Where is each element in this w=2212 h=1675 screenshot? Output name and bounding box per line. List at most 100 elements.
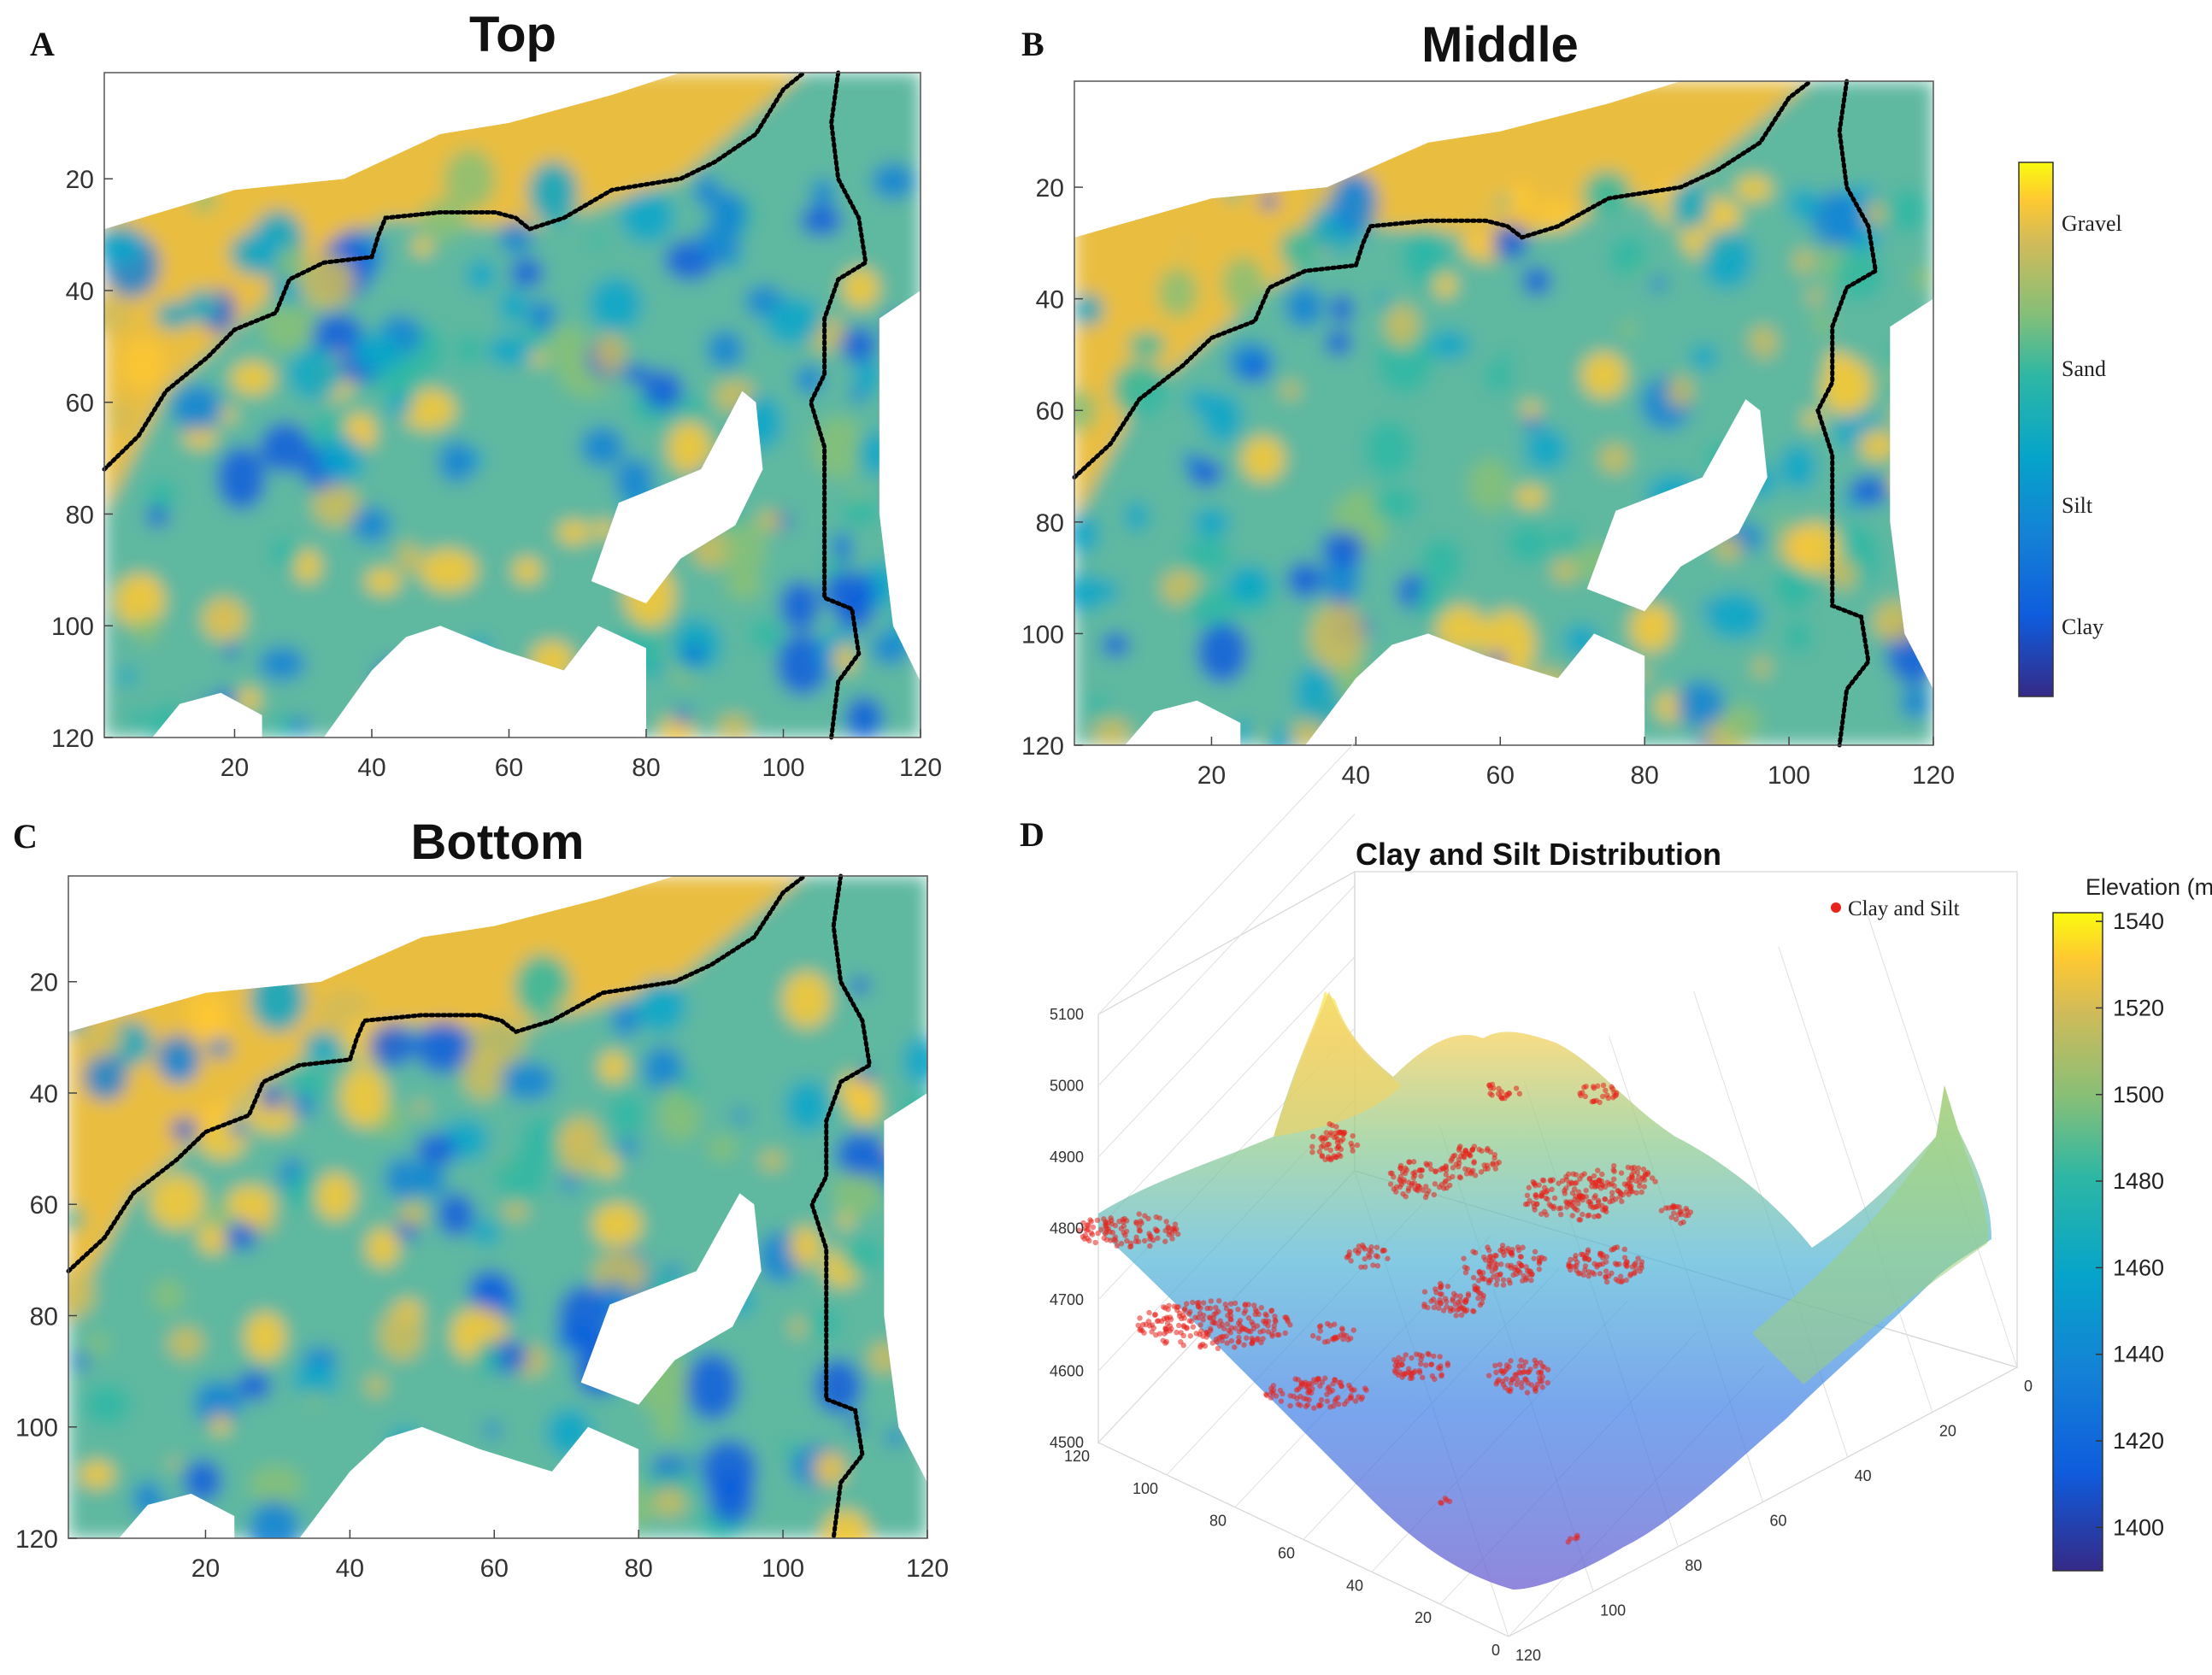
clay-silt-point xyxy=(1333,1124,1339,1130)
clay-silt-point xyxy=(1241,1342,1247,1348)
x-tick-label: 100 xyxy=(762,754,804,782)
clay-silt-point xyxy=(1306,1389,1312,1395)
clay-silt-point xyxy=(1197,1322,1203,1328)
clay-silt-point xyxy=(1518,1261,1524,1268)
z-tick-label: 4600 xyxy=(1050,1363,1084,1380)
clay-silt-point xyxy=(1200,1300,1207,1306)
clay-silt-point xyxy=(1457,1143,1463,1149)
clay-silt-point xyxy=(1520,1244,1526,1250)
clay-silt-point xyxy=(1603,1205,1609,1211)
x3d-tick-label: 80 xyxy=(1685,1557,1702,1574)
clay-silt-point xyxy=(1418,1173,1424,1179)
clay-silt-point xyxy=(1396,1355,1402,1361)
clay-silt-point xyxy=(1321,1339,1328,1345)
clay-silt-point xyxy=(1549,1186,1555,1193)
clay-silt-point xyxy=(1599,1093,1606,1100)
x3d-tick-label: 40 xyxy=(1855,1467,1872,1484)
clay-silt-point xyxy=(1268,1395,1274,1401)
clay-silt-point xyxy=(1680,1219,1686,1225)
boundary-line xyxy=(66,873,807,1273)
clay-silt-point xyxy=(1105,1225,1111,1232)
clay-silt-point xyxy=(1391,1356,1397,1363)
clay-silt-point xyxy=(1249,1340,1256,1346)
clay-silt-point xyxy=(1247,1328,1254,1335)
clay-silt-point xyxy=(1570,1171,1576,1177)
clay-silt-point xyxy=(1452,1302,1459,1308)
clay-silt-point xyxy=(1332,1130,1338,1137)
clay-silt-point xyxy=(1581,1171,1587,1177)
clay-silt-point xyxy=(1430,1296,1437,1302)
clay-silt-point xyxy=(1577,1270,1584,1277)
clay-silt-point xyxy=(1187,1333,1193,1339)
clay-silt-point xyxy=(1521,1363,1527,1369)
no-data-region xyxy=(591,391,763,604)
clay-silt-point xyxy=(1575,1201,1581,1207)
clay-silt-point xyxy=(1090,1224,1097,1231)
clay-silt-point xyxy=(1166,1302,1172,1308)
x-tick-label: 40 xyxy=(336,1555,364,1583)
clay-silt-point xyxy=(1403,1193,1409,1200)
clay-silt-point xyxy=(1604,1179,1610,1185)
panel-label-b: B xyxy=(1021,25,1044,63)
clay-silt-point xyxy=(1516,1090,1523,1097)
clay-silt-point xyxy=(1178,1339,1184,1345)
y-tick-label: 20 xyxy=(30,969,58,997)
boundary-line xyxy=(808,70,868,740)
clay-silt-point xyxy=(1354,1142,1361,1149)
clay-silt-point xyxy=(1544,1212,1550,1218)
clay-silt-point xyxy=(1536,1267,1543,1272)
clay-silt-point xyxy=(1136,1224,1142,1230)
clay-silt-point xyxy=(1471,1308,1477,1314)
clay-silt-point xyxy=(1204,1305,1210,1312)
clay-silt-point xyxy=(1309,1143,1315,1150)
clay-silt-point xyxy=(1254,1308,1260,1314)
clay-silt-point xyxy=(1235,1307,1241,1313)
clay-silt-point xyxy=(1136,1227,1143,1234)
clay-silt-point xyxy=(1315,1335,1321,1342)
clay-silt-point xyxy=(1316,1403,1322,1409)
clay-silt-point xyxy=(1548,1178,1554,1184)
no-data-region xyxy=(1890,298,1933,690)
clay-silt-point xyxy=(1498,1089,1504,1095)
clay-silt-point xyxy=(1619,1198,1625,1205)
x-tick-label: 80 xyxy=(1630,761,1658,790)
clay-silt-point xyxy=(1438,1363,1444,1369)
clay-silt-point xyxy=(1161,1304,1167,1310)
clay-silt-point xyxy=(1414,1186,1420,1193)
clay-silt-point xyxy=(1609,1190,1615,1196)
clay-silt-point xyxy=(1541,1189,1547,1196)
clay-silt-point xyxy=(1517,1370,1524,1376)
clay-silt-point xyxy=(1254,1337,1261,1343)
clay-silt-point xyxy=(1188,1319,1195,1325)
clay-silt-point xyxy=(1652,1178,1658,1184)
clay-silt-point xyxy=(1621,1255,1628,1261)
clay-silt-point xyxy=(1531,1255,1537,1261)
clay-silt-point xyxy=(1420,1374,1426,1381)
clay-silt-point xyxy=(1423,1362,1429,1368)
clay-silt-point xyxy=(1609,1194,1615,1201)
clay-silt-point xyxy=(1534,1201,1540,1208)
clay-silt-point xyxy=(1103,1237,1110,1243)
clay-silt-point xyxy=(1563,1177,1570,1183)
colorbar-label-clay: Clay xyxy=(2062,614,2103,639)
clay-silt-point xyxy=(1596,1213,1602,1220)
clay-silt-point xyxy=(1432,1181,1438,1187)
clay-silt-point xyxy=(1539,1177,1546,1184)
clay-silt-point xyxy=(1572,1206,1579,1212)
clay-silt-point xyxy=(1393,1189,1399,1195)
clay-silt-point xyxy=(1572,1180,1578,1186)
clay-silt-point xyxy=(1450,1153,1456,1160)
y-tick-label: 40 xyxy=(30,1080,58,1108)
no-data-region xyxy=(580,1193,762,1405)
clay-silt-point xyxy=(1475,1295,1481,1302)
clay-silt-point xyxy=(1457,1174,1464,1181)
clay-silt-point xyxy=(1270,1383,1277,1389)
clay-silt-point xyxy=(1317,1328,1324,1334)
clay-silt-point xyxy=(1403,1352,1409,1358)
clay-silt-point xyxy=(1249,1335,1255,1342)
clay-silt-point xyxy=(1444,1303,1450,1310)
clay-silt-point xyxy=(1208,1315,1214,1321)
clay-silt-point xyxy=(1169,1231,1175,1237)
clay-silt-point xyxy=(1346,1252,1352,1258)
